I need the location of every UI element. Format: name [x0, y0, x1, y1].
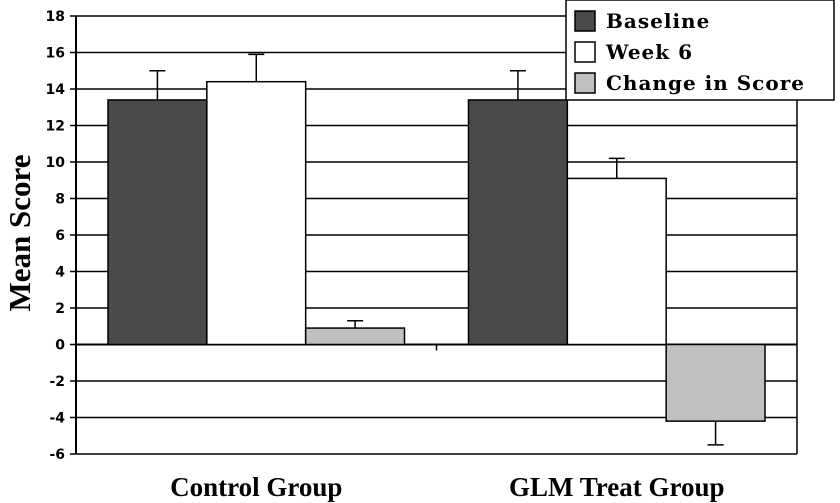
- x-axis-categories: Control Group GLM Treat Group: [170, 472, 724, 502]
- legend-label: Change in Score: [606, 71, 805, 95]
- y-tick-label: -6: [49, 447, 65, 463]
- y-tick-label: 16: [46, 46, 65, 62]
- bar: [467, 99, 569, 346]
- category-label: GLM Treat Group: [509, 472, 725, 502]
- legend-swatch: [574, 72, 596, 94]
- y-tick-label: 12: [46, 119, 65, 135]
- y-tick-label: 14: [46, 82, 66, 98]
- y-tick-label: 8: [55, 192, 65, 208]
- category-label: Control Group: [170, 472, 342, 502]
- legend-box: [565, 0, 835, 101]
- legend-swatch: [574, 10, 596, 32]
- legend-label: Baseline: [606, 9, 710, 33]
- bar: [665, 343, 766, 422]
- legend-label: Week 6: [605, 40, 693, 64]
- legend-swatch: [574, 41, 596, 63]
- bars: [107, 53, 766, 446]
- y-axis-ticks: 18 16 14 12 10 8 6 4 2 0 -2 -4 -6: [46, 9, 76, 463]
- y-axis-label: Mean Score: [2, 155, 37, 312]
- y-tick-label: 6: [55, 228, 65, 244]
- bar: [566, 177, 667, 346]
- y-tick-label: 4: [55, 265, 65, 281]
- y-tick-label: -4: [49, 411, 65, 427]
- bar: [304, 327, 406, 346]
- y-tick-label: 10: [46, 155, 66, 171]
- legend: Baseline Week 6 Change in Score: [565, 0, 835, 101]
- bar: [206, 80, 307, 346]
- y-tick-label: -2: [49, 374, 65, 390]
- y-tick-label: 2: [55, 301, 65, 317]
- y-tick-label: 18: [46, 9, 65, 25]
- y-tick-label: 0: [55, 338, 65, 354]
- bar: [107, 99, 208, 346]
